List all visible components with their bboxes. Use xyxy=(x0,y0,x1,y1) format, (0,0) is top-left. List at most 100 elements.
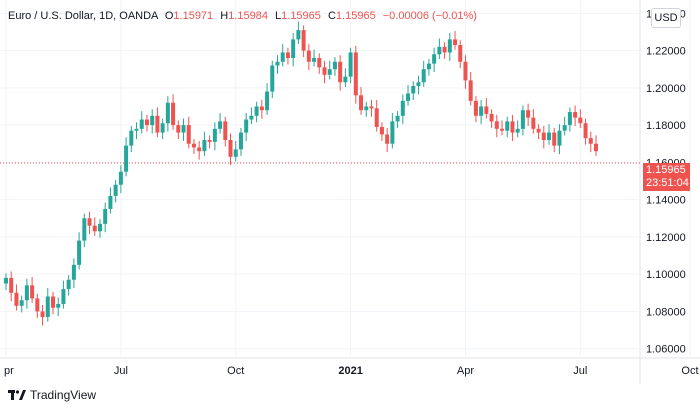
candle-body xyxy=(233,149,238,157)
y-tick-label: 1.20000 xyxy=(646,83,686,95)
candle-body xyxy=(536,128,541,133)
candle-body xyxy=(594,143,598,152)
candle-body xyxy=(484,106,489,114)
candle-body xyxy=(583,123,588,139)
candle-body xyxy=(578,117,583,124)
candle-body xyxy=(285,52,290,59)
x-tick-label: pr xyxy=(4,365,14,377)
candle-body xyxy=(144,119,149,126)
low-label: L xyxy=(275,10,282,22)
candle-body xyxy=(489,113,494,122)
candle-body xyxy=(426,63,431,70)
close-value: 1.15965 xyxy=(335,10,376,22)
candle-body xyxy=(557,130,562,146)
candle-body xyxy=(265,91,270,111)
candle-body xyxy=(92,225,97,232)
candle-body xyxy=(547,132,552,141)
change-value: −0.00006 (−0.01%) xyxy=(382,10,477,22)
candle-body xyxy=(306,50,311,62)
candle-body xyxy=(275,61,280,66)
candle-body xyxy=(463,61,468,81)
candle-body xyxy=(416,82,421,86)
candle-body xyxy=(165,102,170,124)
candle-body xyxy=(202,140,207,152)
high-value: 1.15984 xyxy=(228,10,268,22)
candle-body xyxy=(207,140,212,142)
candle-body xyxy=(244,119,249,133)
candle-body xyxy=(369,106,374,109)
candle-body xyxy=(259,106,264,111)
candle-body xyxy=(238,132,243,150)
candle-body xyxy=(573,112,578,118)
candle-body xyxy=(171,102,176,126)
candle-body xyxy=(458,44,463,62)
candle-body xyxy=(421,69,426,83)
candle-body xyxy=(35,298,40,312)
chart-header: Euro / U.S. Dollar, 1D, OANDA O1.15971 H… xyxy=(8,10,477,22)
candle-body xyxy=(160,123,165,133)
candle-body xyxy=(71,264,76,280)
candle-body xyxy=(280,52,285,62)
brand-name: TradingView xyxy=(30,388,97,402)
candle-body xyxy=(150,115,155,126)
x-tick-label: Oct xyxy=(681,365,698,377)
candle-body xyxy=(567,112,572,126)
candle-body xyxy=(45,296,50,318)
candle-body xyxy=(348,52,353,77)
candle-body xyxy=(249,115,254,120)
candle-body xyxy=(113,184,118,196)
candle-body xyxy=(520,110,525,129)
x-tick-label: Jul xyxy=(573,365,587,377)
candle-body xyxy=(291,39,296,59)
y-tick-label: 1.12000 xyxy=(646,232,686,244)
candle-body xyxy=(588,138,593,144)
candle-body xyxy=(353,52,358,96)
high-label: H xyxy=(220,10,229,22)
candle-body xyxy=(30,285,35,299)
candle-body xyxy=(500,128,505,131)
y-tick-label: 1.08000 xyxy=(646,306,686,318)
candle-body xyxy=(453,39,458,45)
candle-body xyxy=(395,115,400,122)
candle-body xyxy=(411,85,416,94)
candle-body xyxy=(301,30,306,51)
candle-body xyxy=(385,134,390,144)
low-value: 1.15965 xyxy=(281,10,321,22)
candle-body xyxy=(562,125,567,131)
candle-body xyxy=(66,279,71,290)
candle-body xyxy=(155,115,160,133)
open-value: 1.15971 xyxy=(173,10,214,22)
candle-body xyxy=(186,125,191,144)
y-tick-label: 1.14000 xyxy=(646,195,686,207)
candle-body xyxy=(14,292,19,306)
candle-body xyxy=(437,46,442,55)
candle-body xyxy=(442,46,447,53)
candle-body xyxy=(364,106,369,111)
candle-body xyxy=(223,121,228,141)
candle-body xyxy=(40,311,45,318)
candle-body xyxy=(390,121,395,144)
candle-body xyxy=(322,67,327,75)
candle-body xyxy=(332,61,337,70)
candle-body xyxy=(343,76,348,83)
candle-body xyxy=(77,240,82,265)
currency-button[interactable]: USD xyxy=(651,8,681,28)
candle-body xyxy=(9,277,14,293)
candle-body xyxy=(447,39,452,53)
candle-body xyxy=(97,223,102,232)
tradingview-logo-icon xyxy=(8,390,26,400)
candle-body xyxy=(4,277,8,284)
candle-body xyxy=(176,125,181,133)
candle-body xyxy=(473,100,478,116)
candle-body xyxy=(82,218,87,241)
close-label: C xyxy=(327,10,336,22)
candle-body xyxy=(118,171,123,185)
tradingview-branding[interactable]: TradingView xyxy=(8,388,96,402)
y-tick-label: 1.10000 xyxy=(646,269,686,281)
candle-body xyxy=(312,58,317,62)
candle-body xyxy=(296,30,301,40)
y-tick-label: 1.06000 xyxy=(646,344,686,356)
y-tick-label: 1.22000 xyxy=(646,46,686,58)
candle-body xyxy=(19,300,24,306)
